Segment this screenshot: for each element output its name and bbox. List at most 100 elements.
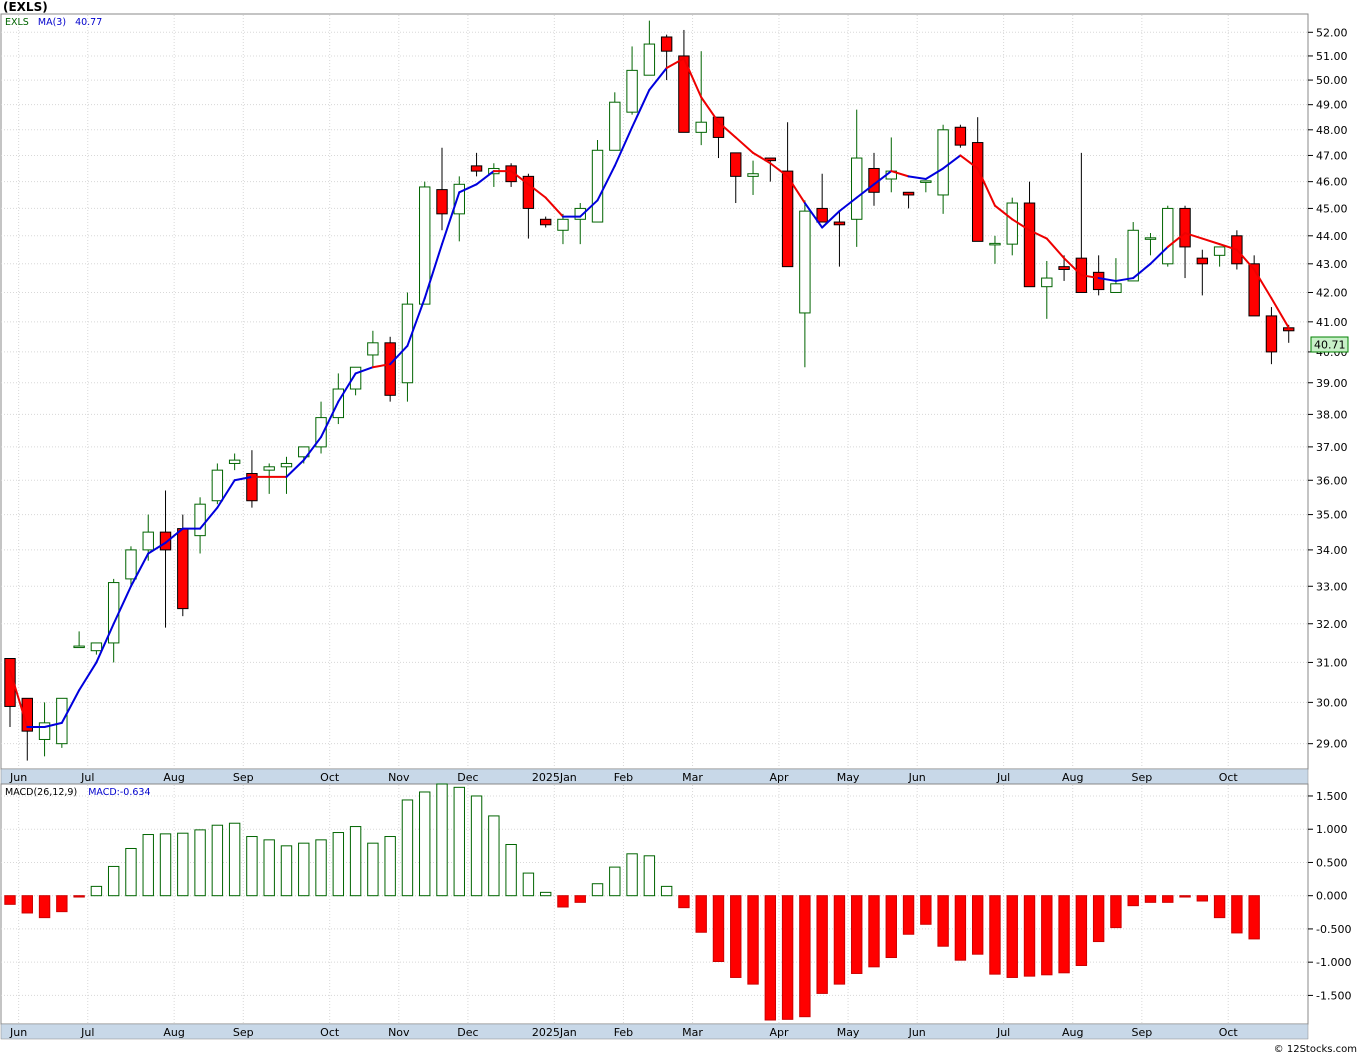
ma-segment [959, 154, 979, 170]
ma-segment [717, 121, 737, 139]
macd-bar [643, 855, 656, 897]
ma-segment [700, 96, 720, 124]
ma-segment [544, 196, 564, 218]
price-month-label: Sep [1131, 771, 1152, 784]
price-tick-label: 51.00 [1316, 50, 1348, 63]
macd-bar [971, 895, 984, 955]
macd-bar [436, 783, 448, 897]
candle [1144, 233, 1157, 256]
ma-segment [803, 202, 824, 229]
price-month-label: Apr [769, 771, 789, 784]
candle [1127, 222, 1139, 282]
ma-segment [1270, 297, 1290, 329]
candle [419, 181, 431, 305]
candle [833, 211, 846, 267]
ma-segment [1166, 232, 1187, 248]
price-tick-label: 38.00 [1316, 408, 1348, 421]
ma-segment [216, 479, 236, 509]
candle-body [833, 221, 846, 226]
candle-body [1265, 315, 1278, 353]
macd-bar [505, 844, 517, 897]
candle [971, 117, 984, 242]
price-tick-label: 48.00 [1316, 124, 1348, 137]
ma-segment [890, 170, 910, 178]
candle-body [695, 121, 707, 133]
candle-body [367, 342, 379, 356]
price-month-label: Jul [996, 771, 1010, 784]
ma-segment [596, 164, 616, 202]
ma-segment [631, 88, 651, 129]
macd-bar [678, 895, 690, 909]
candle [159, 490, 172, 628]
ma-segment [1184, 232, 1204, 240]
ma-segment [786, 175, 806, 205]
candle [799, 200, 811, 368]
macd-bar [920, 895, 932, 925]
macd-bar [1231, 895, 1243, 934]
macd-month-label: Oct [320, 1026, 340, 1039]
candle [626, 46, 638, 115]
candle-body [1248, 263, 1260, 317]
candle-body [1092, 271, 1105, 291]
macd-bar [384, 836, 396, 897]
macd-bar [159, 833, 172, 897]
candle [1041, 260, 1053, 319]
macd-bar [4, 895, 16, 905]
ma-segment [665, 57, 685, 69]
macd-bar [626, 853, 638, 897]
ma-segment [9, 669, 29, 728]
candle-body [730, 152, 742, 177]
ma-segment [302, 436, 323, 462]
candle-body [125, 549, 137, 580]
price-tick-label: 39.00 [1316, 377, 1348, 390]
candle [781, 122, 794, 268]
macd-bar [609, 866, 621, 897]
ma-segment [320, 400, 340, 439]
macd-month-label: Sep [1131, 1026, 1152, 1039]
candle-body [38, 722, 51, 740]
candle-body [211, 469, 224, 502]
candle-body [73, 645, 85, 649]
candle-body [453, 183, 465, 215]
price-tick-label: 32.00 [1316, 618, 1348, 631]
candle-body [1179, 207, 1191, 248]
price-tick-label: 50.00 [1316, 74, 1348, 87]
candle-body [799, 210, 811, 314]
candle [1179, 205, 1191, 279]
candle [21, 697, 33, 761]
ma-segment [129, 552, 150, 588]
macd-bar [38, 895, 51, 919]
macd-tick-label: 1.000 [1316, 823, 1348, 836]
price-y-axis: 29.00 30.00 31.00 32.00 33.00 34.00 35.00 36.00… [1308, 26, 1348, 751]
ma-segment [924, 167, 945, 181]
macd-bar [453, 786, 465, 897]
candle-body [781, 170, 794, 268]
candle-body [1127, 229, 1139, 282]
macd-month-label: Sep [233, 1026, 254, 1039]
candle [211, 463, 224, 505]
macd-bar [1127, 895, 1139, 907]
candle [1162, 205, 1174, 267]
candle [954, 124, 967, 148]
macd-bar [1162, 895, 1174, 903]
candle-body [989, 242, 1001, 246]
ma-segment [78, 661, 98, 692]
price-month-label: Oct [320, 771, 340, 784]
candle-body [971, 142, 984, 242]
ma-segment [95, 622, 115, 664]
macd-bar [367, 842, 379, 897]
candle [73, 631, 85, 649]
candle [505, 163, 517, 187]
macd-bar [1092, 895, 1105, 943]
ma-segment [1218, 243, 1238, 251]
price-tick-label: 46.00 [1316, 176, 1348, 189]
macd-bar [228, 822, 241, 897]
ma-segment [976, 167, 996, 207]
candle-body [4, 658, 16, 707]
candle [453, 176, 465, 242]
ma-segment [233, 475, 253, 482]
macd-bar [730, 895, 742, 978]
ma-segment [43, 721, 63, 728]
